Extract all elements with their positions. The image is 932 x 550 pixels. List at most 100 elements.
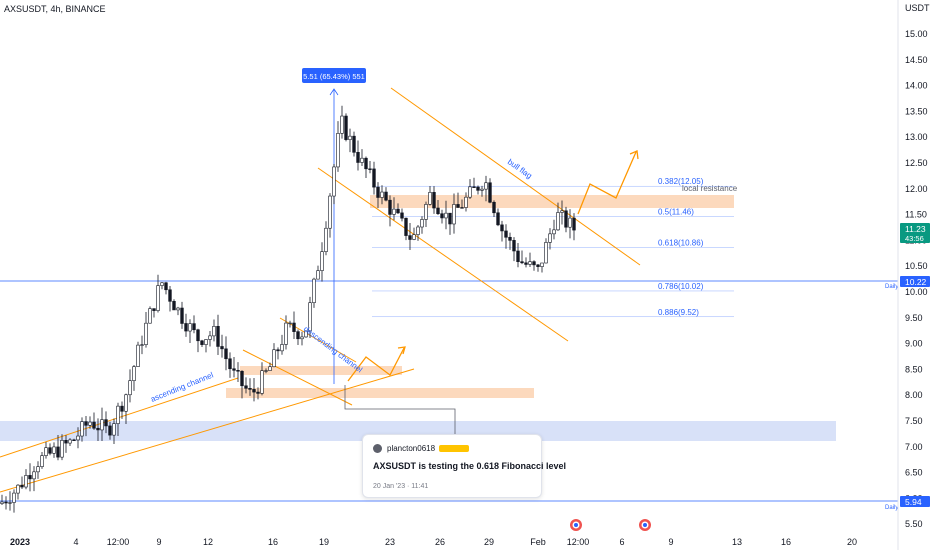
candle-body[interactable] bbox=[56, 446, 60, 458]
candle-body[interactable] bbox=[392, 208, 396, 215]
candle-body[interactable] bbox=[240, 370, 244, 387]
candle-body[interactable] bbox=[376, 186, 380, 198]
candle-body[interactable] bbox=[416, 226, 420, 235]
candle-body[interactable] bbox=[296, 331, 300, 340]
candle-body[interactable] bbox=[236, 370, 240, 372]
candle-body[interactable] bbox=[408, 235, 412, 240]
candle-body[interactable] bbox=[512, 240, 516, 252]
candle-body[interactable] bbox=[52, 446, 56, 454]
candle-body[interactable] bbox=[436, 207, 440, 215]
candle-body[interactable] bbox=[484, 182, 488, 190]
candle-body[interactable] bbox=[360, 157, 364, 163]
candle-body[interactable] bbox=[456, 204, 460, 208]
candle-body[interactable] bbox=[520, 261, 524, 264]
candle-body[interactable] bbox=[560, 210, 564, 213]
candle-body[interactable] bbox=[344, 115, 348, 140]
candle-body[interactable] bbox=[556, 212, 560, 231]
candle-body[interactable] bbox=[552, 229, 556, 235]
candle-body[interactable] bbox=[284, 322, 288, 345]
candle-body[interactable] bbox=[100, 419, 104, 431]
idea-author[interactable]: plancton0618 bbox=[387, 444, 436, 453]
candle-body[interactable] bbox=[532, 261, 536, 266]
candle-body[interactable] bbox=[232, 368, 236, 371]
candle-body[interactable] bbox=[204, 339, 208, 345]
candle-body[interactable] bbox=[152, 308, 156, 311]
candle-body[interactable] bbox=[216, 326, 220, 347]
candle-body[interactable] bbox=[224, 348, 228, 360]
candle-body[interactable] bbox=[292, 322, 296, 332]
event-flag-icon-2[interactable] bbox=[639, 519, 651, 531]
candle-body[interactable] bbox=[248, 388, 252, 390]
candle-body[interactable] bbox=[104, 419, 108, 427]
candle-body[interactable] bbox=[420, 219, 424, 228]
candle-body[interactable] bbox=[200, 340, 204, 345]
candle-body[interactable] bbox=[68, 439, 72, 444]
candle-body[interactable] bbox=[88, 421, 92, 426]
candle-body[interactable] bbox=[316, 270, 320, 280]
candle-body[interactable] bbox=[460, 207, 464, 209]
candle-body[interactable] bbox=[136, 344, 140, 367]
candle-body[interactable] bbox=[308, 302, 312, 332]
candle-body[interactable] bbox=[112, 423, 116, 436]
candle-body[interactable] bbox=[60, 440, 64, 458]
candle-body[interactable] bbox=[476, 186, 480, 191]
candle-body[interactable] bbox=[492, 201, 496, 214]
candle-body[interactable] bbox=[432, 192, 436, 209]
candle-body[interactable] bbox=[20, 484, 24, 488]
candle-body[interactable] bbox=[544, 242, 548, 264]
candle-body[interactable] bbox=[252, 389, 256, 393]
projection-arrow-large[interactable] bbox=[577, 150, 639, 215]
idea-headline[interactable]: AXSUSDT is testing the 0.618 Fibonacci l… bbox=[373, 461, 567, 471]
candle-body[interactable] bbox=[188, 323, 192, 332]
candle-body[interactable] bbox=[176, 307, 180, 311]
candle-body[interactable] bbox=[332, 166, 336, 197]
candle-body[interactable] bbox=[24, 475, 28, 488]
candle-body[interactable] bbox=[264, 370, 268, 372]
candle-body[interactable] bbox=[400, 212, 404, 219]
candle-body[interactable] bbox=[44, 447, 48, 456]
candle-body[interactable] bbox=[528, 261, 532, 265]
candle-body[interactable] bbox=[16, 484, 20, 494]
candle-body[interactable] bbox=[404, 217, 408, 236]
candle-body[interactable] bbox=[320, 251, 324, 271]
candle-body[interactable] bbox=[156, 285, 160, 311]
candle-body[interactable] bbox=[324, 227, 328, 252]
candle-body[interactable] bbox=[388, 199, 392, 215]
candle-body[interactable] bbox=[192, 323, 196, 331]
candle-body[interactable] bbox=[504, 230, 508, 238]
candle-body[interactable] bbox=[0, 501, 4, 504]
candle-body[interactable] bbox=[36, 466, 40, 473]
candle-body[interactable] bbox=[128, 380, 132, 396]
candle-body[interactable] bbox=[288, 322, 292, 325]
candle-body[interactable] bbox=[516, 250, 520, 262]
candle-body[interactable] bbox=[348, 135, 352, 140]
candle-body[interactable] bbox=[564, 210, 568, 228]
candle-body[interactable] bbox=[120, 405, 124, 412]
candle-body[interactable] bbox=[328, 195, 332, 229]
candle-body[interactable] bbox=[76, 435, 80, 441]
candle-body[interactable] bbox=[140, 344, 144, 346]
candle-body[interactable] bbox=[12, 492, 16, 503]
candle-body[interactable] bbox=[256, 391, 260, 394]
candle-body[interactable] bbox=[180, 307, 184, 324]
candle-body[interactable] bbox=[260, 370, 264, 394]
candle-body[interactable] bbox=[32, 471, 36, 480]
candle-body[interactable] bbox=[540, 262, 544, 267]
candle-body[interactable] bbox=[96, 427, 100, 431]
candle-body[interactable] bbox=[488, 182, 492, 203]
candle-body[interactable] bbox=[168, 289, 172, 302]
candle-body[interactable] bbox=[220, 346, 224, 350]
candle-body[interactable] bbox=[172, 301, 176, 311]
candle-body[interactable] bbox=[124, 394, 128, 412]
candle-body[interactable] bbox=[4, 501, 8, 504]
candle-body[interactable] bbox=[368, 168, 372, 170]
candle-body[interactable] bbox=[428, 192, 432, 205]
bull-flag-channel[interactable] bbox=[317, 87, 641, 342]
candle-body[interactable] bbox=[304, 330, 308, 338]
candle-body[interactable] bbox=[440, 213, 444, 219]
candle-body[interactable] bbox=[412, 234, 416, 240]
candle-body[interactable] bbox=[536, 264, 540, 267]
candle-body[interactable] bbox=[80, 421, 84, 437]
candle-body[interactable] bbox=[108, 425, 112, 436]
